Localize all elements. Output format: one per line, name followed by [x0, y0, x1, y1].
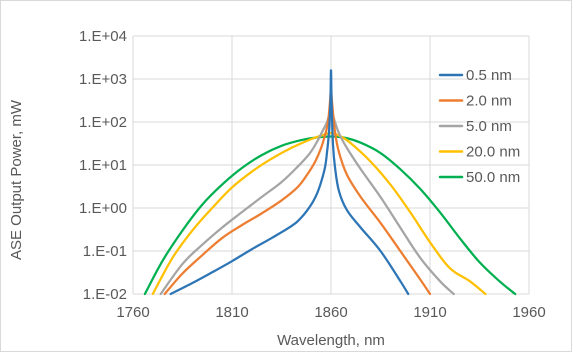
chart-tick-labels: 1.E-02 1.E-01 1.E+00 1.E+01 1.E+02 1.E+03 1.E+…: [79, 28, 546, 321]
series-line-0-5-nm: [169, 69, 410, 296]
series-line-5-0-nm: [159, 109, 455, 296]
series-line-20-0-nm: [151, 132, 487, 296]
y-tick-label: 1.E+04: [79, 28, 127, 45]
legend-label: 2.0 nm: [466, 93, 512, 110]
x-tick-label: 1910: [413, 304, 446, 321]
x-tick-label: 1960: [512, 304, 545, 321]
y-tick-label: 1.E+03: [79, 71, 127, 88]
chart-legend: 0.5 nm 2.0 nm 5.0 nm 20.0 nm 50.0 nm: [438, 67, 520, 186]
y-axis-title: ASE Output Power, mW: [8, 99, 25, 260]
legend-label: 20.0 nm: [466, 144, 520, 161]
series-line-50-0-nm: [143, 135, 517, 296]
chart-series: [143, 69, 517, 296]
x-tick-label: 1810: [215, 304, 248, 321]
x-axis-title: Wavelength, nm: [277, 332, 385, 349]
x-tick-label: 1760: [116, 304, 149, 321]
series-line-2-0-nm: [163, 87, 432, 296]
legend-label: 0.5 nm: [466, 67, 512, 84]
y-tick-label: 1.E-01: [83, 243, 127, 260]
legend-label: 50.0 nm: [466, 169, 520, 186]
y-tick-label: 1.E-02: [83, 286, 127, 303]
y-tick-label: 1.E+00: [79, 200, 127, 217]
y-tick-label: 1.E+01: [79, 157, 127, 174]
y-tick-label: 1.E+02: [79, 114, 127, 131]
legend-label: 5.0 nm: [466, 118, 512, 135]
x-tick-label: 1860: [314, 304, 347, 321]
